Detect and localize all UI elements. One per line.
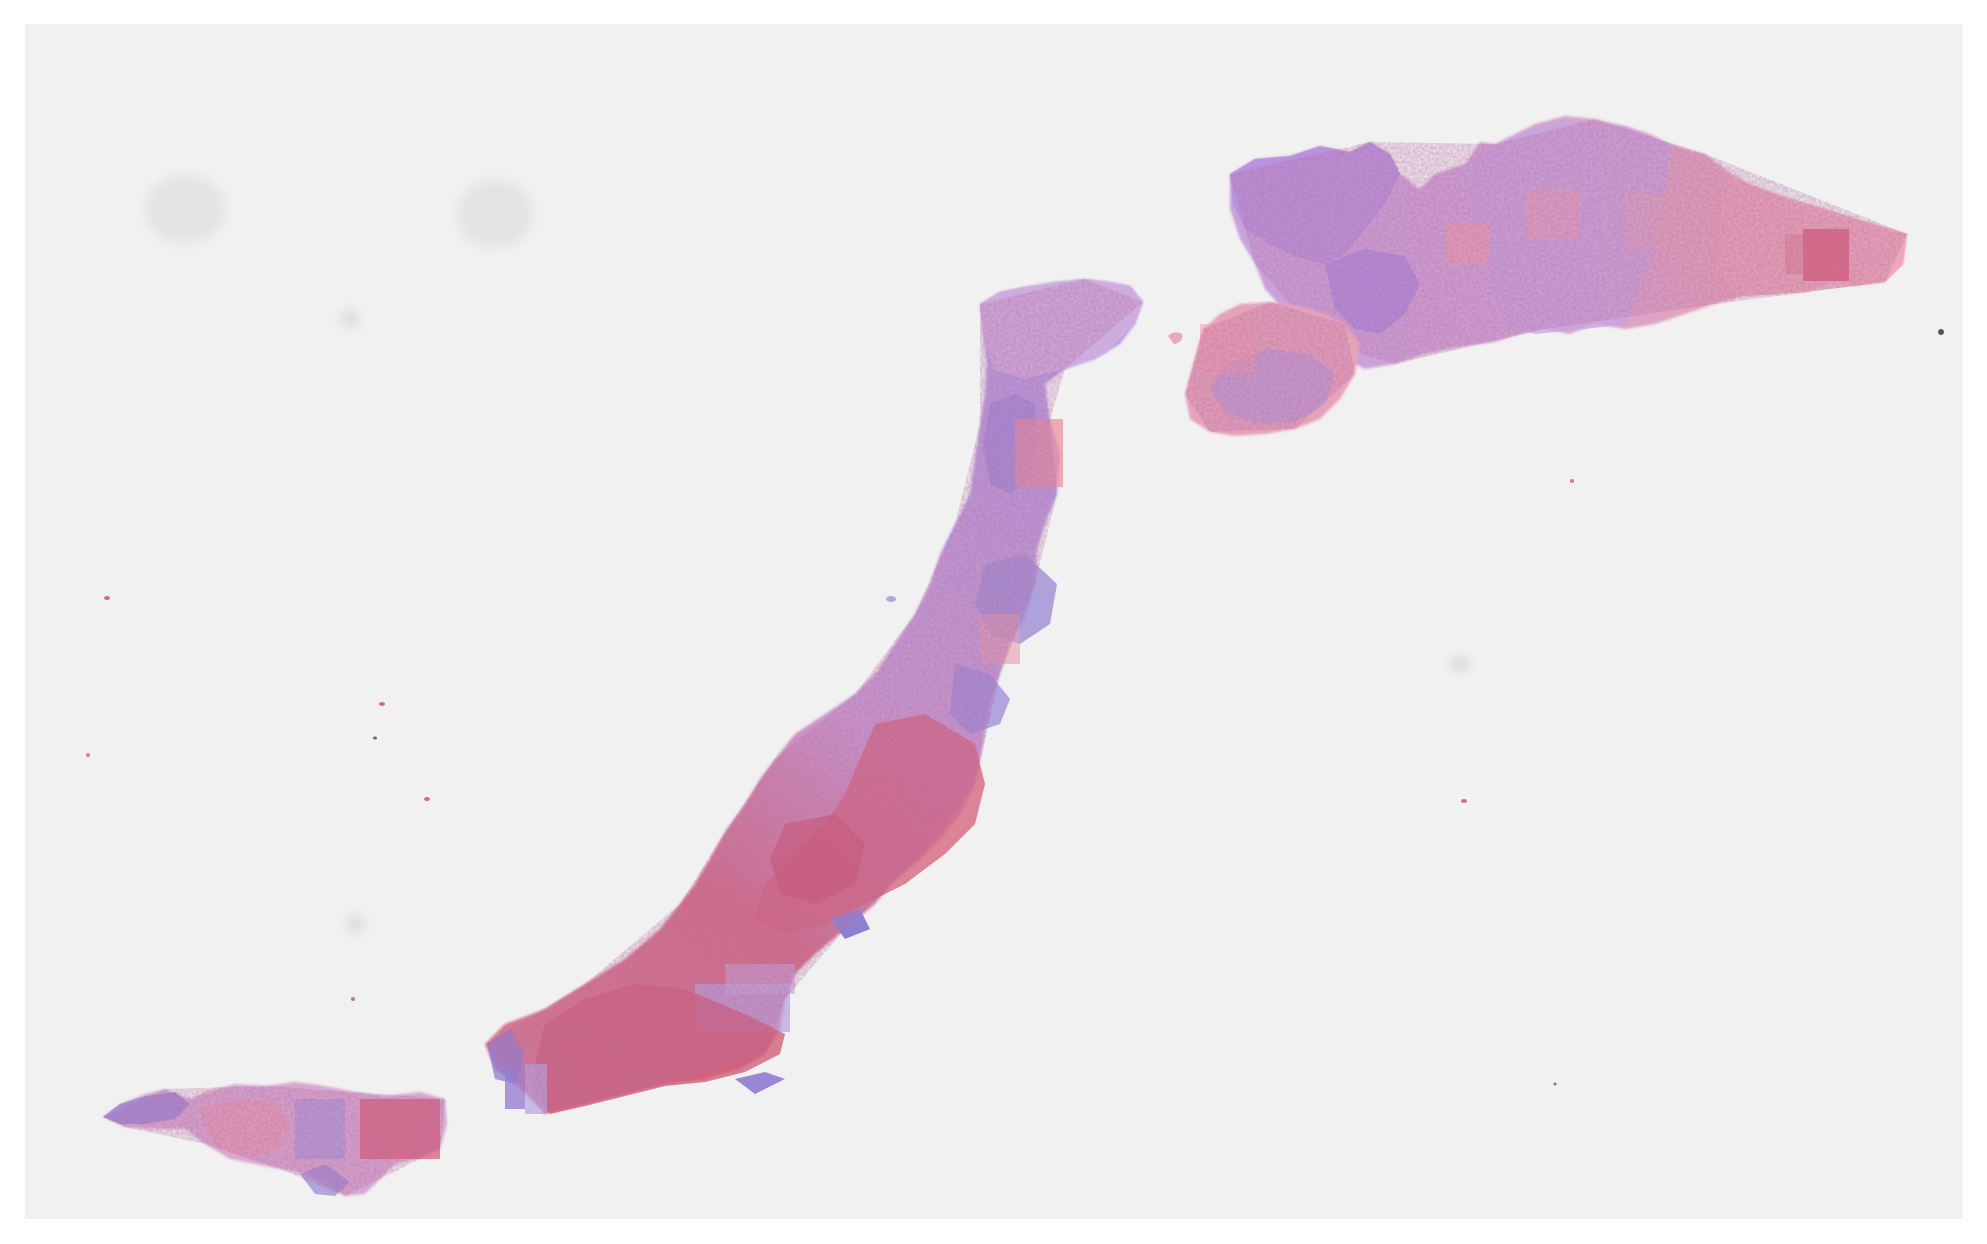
slide-background bbox=[25, 24, 1963, 1219]
scattered-debris-specks bbox=[86, 329, 1944, 1138]
tissue-scan bbox=[86, 116, 1944, 1196]
middle-small-fragment bbox=[1168, 302, 1360, 436]
upper-right-tissue-fragment bbox=[1230, 116, 1907, 369]
curved-tissue-strip bbox=[485, 279, 1143, 1114]
background-dust-spots bbox=[145, 175, 1468, 932]
lower-left-tissue-fragment bbox=[103, 1082, 447, 1196]
